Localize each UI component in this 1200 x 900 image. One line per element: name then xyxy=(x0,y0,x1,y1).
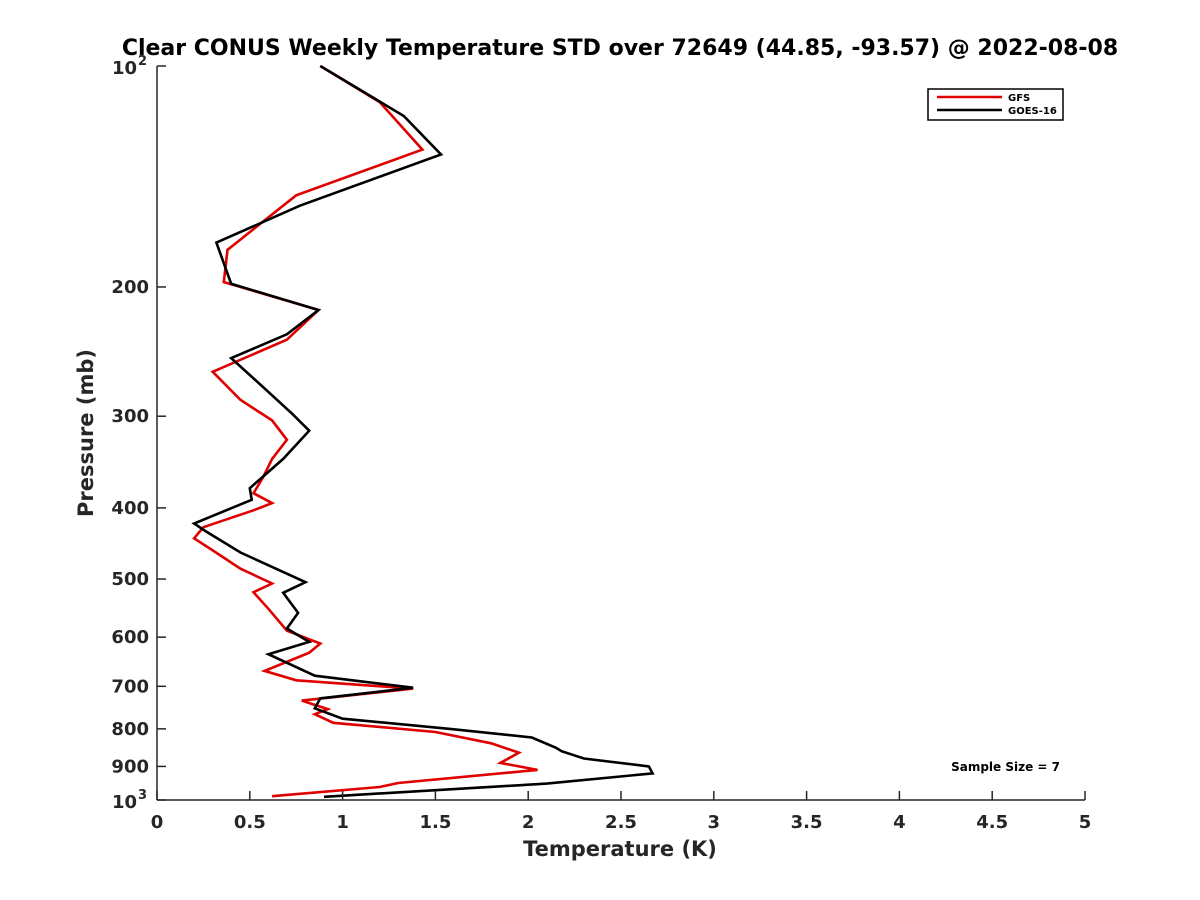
sample-size-annotation: Sample Size = 7 xyxy=(951,760,1060,774)
x-tick-label: 0.5 xyxy=(234,812,266,833)
x-tick-label: 1 xyxy=(336,812,349,833)
y-tick-base: 10 xyxy=(112,58,137,79)
y-tick-label: 600 xyxy=(111,627,149,648)
x-axis-label: Temperature (K) xyxy=(523,837,717,861)
y-tick-label: 200 xyxy=(111,277,149,298)
x-tick-label: 4 xyxy=(893,812,906,833)
y-tick-label: 400 xyxy=(111,498,149,519)
y-tick-exponent: 2 xyxy=(138,54,147,69)
x-tick-label: 5 xyxy=(1079,812,1092,833)
x-tick-label: 2 xyxy=(522,812,535,833)
y-axis-label: Pressure (mb) xyxy=(74,349,98,517)
x-tick-label: 1.5 xyxy=(419,812,451,833)
y-tick-label: 700 xyxy=(111,676,149,697)
y-tick-label: 10 2 xyxy=(112,54,147,79)
legend: GFS GOES-16 xyxy=(927,88,1064,121)
x-tick-label: 4.5 xyxy=(976,812,1008,833)
y-tick-exponent: 3 xyxy=(138,788,147,803)
x-tick-label: 0 xyxy=(151,812,164,833)
y-tick-base: 10 xyxy=(112,792,137,813)
y-tick-label: 10 3 xyxy=(112,788,147,813)
y-tick-label: 500 xyxy=(111,569,149,590)
y-tick-label: 800 xyxy=(111,719,149,740)
axes-layer: 0 0.5 1 1.5 2 2.5 3 3.5 4 4.5 510 22003004005006007… xyxy=(111,54,1091,833)
chart-title: Clear CONUS Weekly Temperature STD over … xyxy=(122,36,1118,61)
y-tick-label: 900 xyxy=(111,756,149,777)
x-tick-label: 3 xyxy=(708,812,721,833)
y-tick-label: 300 xyxy=(111,406,149,427)
legend-label-gfs: GFS xyxy=(1008,93,1030,104)
series-line-gfs xyxy=(192,64,538,798)
x-tick-label: 3.5 xyxy=(791,812,823,833)
series-line-goes16 xyxy=(191,64,655,799)
plot-area xyxy=(157,66,1085,800)
legend-label-goes16: GOES-16 xyxy=(1008,106,1057,117)
plot-background xyxy=(157,66,1085,800)
series-layer xyxy=(191,64,655,799)
x-tick-label: 2.5 xyxy=(605,812,637,833)
legend-box xyxy=(927,88,1064,121)
